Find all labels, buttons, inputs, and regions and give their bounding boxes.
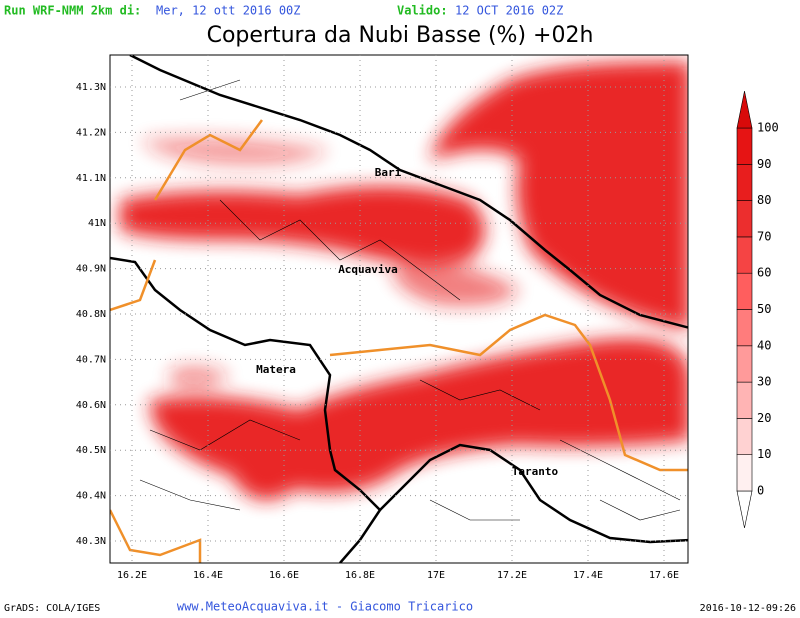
colorbar-label: 50 xyxy=(757,302,771,316)
site-credit: www.MeteoAcquaviva.it - Giacomo Tricaric… xyxy=(177,600,473,614)
colorbar-segment xyxy=(736,272,753,310)
lat-label: 41.1N xyxy=(76,173,106,184)
lat-label: 40.7N xyxy=(76,354,106,365)
colorbar-label: 0 xyxy=(757,484,764,498)
lat-label: 40.9N xyxy=(76,264,106,275)
colorbar-segment xyxy=(736,309,753,347)
valid-date: 12 OCT 2016 02Z xyxy=(455,4,563,18)
lat-label: 40.6N xyxy=(76,400,106,411)
colorbar-segment xyxy=(736,454,753,492)
city-label: Bari xyxy=(375,166,402,179)
run-date: Mer, 12 ott 2016 00Z xyxy=(156,4,301,18)
map-area xyxy=(110,55,688,563)
colorbar-segment xyxy=(736,164,753,201)
lon-label: 16.8E xyxy=(345,570,375,581)
lat-label: 40.4N xyxy=(76,491,106,502)
lat-label: 41.2N xyxy=(76,127,106,138)
cloud-field xyxy=(120,61,688,500)
city-label: Acquaviva xyxy=(338,263,398,276)
valid-label: Valido: xyxy=(397,4,448,18)
lon-label: 17.6E xyxy=(649,570,679,581)
colorbar-label: 60 xyxy=(757,266,771,280)
colorbar-label: 10 xyxy=(757,447,771,461)
lat-label: 41N xyxy=(88,218,106,229)
colorbar-label: 100 xyxy=(757,121,779,135)
colorbar-segment xyxy=(736,345,753,383)
title: Copertura da Nubi Basse (%) +02h xyxy=(207,23,594,48)
lon-label: 16.2E xyxy=(117,570,147,581)
colorbar-segment xyxy=(736,127,753,165)
colorbar-end xyxy=(736,90,753,129)
colorbar-label: 90 xyxy=(757,157,771,171)
timestamp: 2016-10-12-09:26 xyxy=(700,603,796,614)
city-label: Taranto xyxy=(512,465,559,478)
colorbar-label: 80 xyxy=(757,193,771,207)
colorbar-label: 40 xyxy=(757,338,771,352)
lat-label: 40.8N xyxy=(76,309,106,320)
run-label: Run WRF-NMM 2km di: xyxy=(4,4,141,18)
colorbar-end xyxy=(736,490,753,529)
colorbar-label: 20 xyxy=(757,411,771,425)
lon-label: 17.2E xyxy=(497,570,527,581)
lon-label: 16.6E xyxy=(269,570,299,581)
lon-label: 17E xyxy=(427,570,445,581)
lat-label: 41.3N xyxy=(76,82,106,93)
colorbar-segment xyxy=(736,200,753,238)
city-label: Matera xyxy=(256,363,296,376)
colorbar-label: 30 xyxy=(757,375,771,389)
colorbar-segment xyxy=(736,418,753,455)
lat-label: 40.3N xyxy=(76,536,106,547)
colorbar-segment xyxy=(736,236,753,274)
colorbar-label: 70 xyxy=(757,229,771,243)
software-credit: GrADS: COLA/IGES xyxy=(4,603,100,614)
colorbar-segment xyxy=(736,381,753,419)
lon-label: 17.4E xyxy=(573,570,603,581)
lat-label: 40.5N xyxy=(76,445,106,456)
lon-label: 16.4E xyxy=(193,570,223,581)
